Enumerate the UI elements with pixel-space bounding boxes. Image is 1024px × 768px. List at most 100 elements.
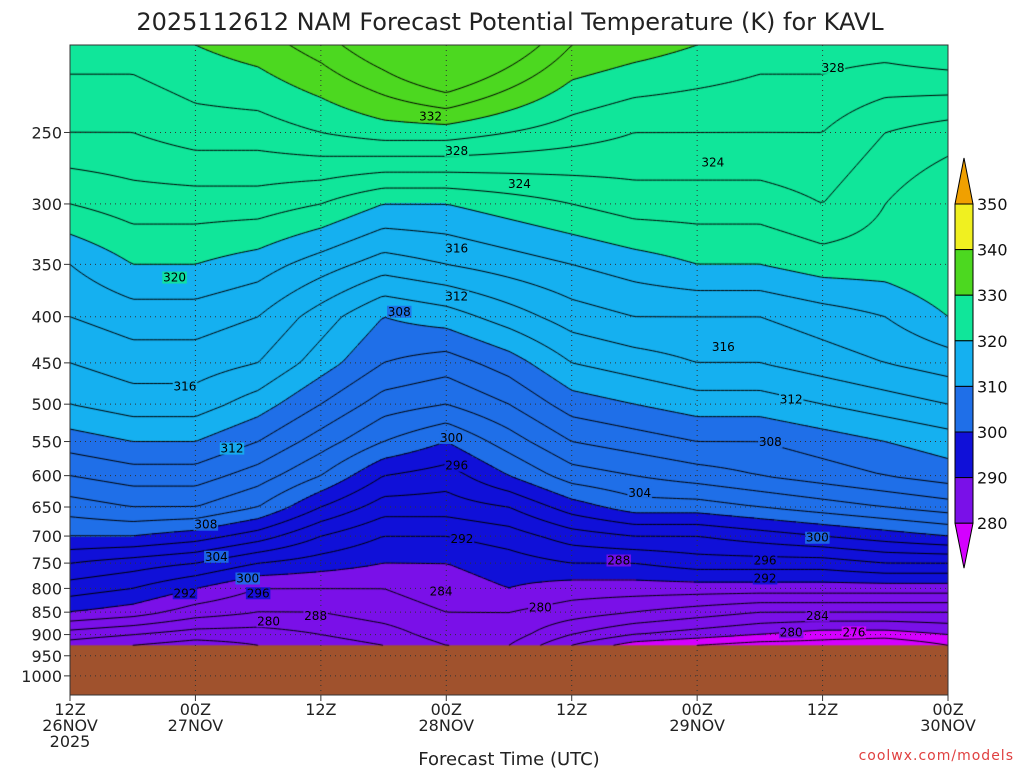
x-tick-label: 30NOV xyxy=(920,716,976,735)
contour-label: 292 xyxy=(451,532,474,546)
contour-label: 304 xyxy=(628,486,651,500)
contour-label: 316 xyxy=(445,241,468,255)
contour-label-bg xyxy=(418,110,443,123)
contour-label-bg xyxy=(162,271,187,284)
contour-label-bg xyxy=(428,585,454,598)
x-tick-label: 00Z xyxy=(431,700,462,719)
contour-label-bg xyxy=(444,242,469,255)
colorbar-label: 300 xyxy=(977,423,1008,442)
contour-label: 316 xyxy=(174,380,197,394)
x-tick-label: 26NOV xyxy=(42,716,98,735)
plot-frame xyxy=(69,44,949,696)
contour-label-bg xyxy=(193,518,219,531)
contour-label: 296 xyxy=(247,586,270,600)
contour-label: 332 xyxy=(419,109,442,123)
colorbar-swatch xyxy=(954,477,974,524)
contour-label: 288 xyxy=(607,553,630,567)
y-tick-label: 750 xyxy=(31,554,62,573)
colorbar-label: 340 xyxy=(977,241,1008,260)
contour-label: 308 xyxy=(194,518,217,532)
contour-label: 292 xyxy=(754,571,777,585)
contour-label-bg xyxy=(256,615,281,628)
contour-label: 280 xyxy=(780,625,803,639)
contour-label-bg xyxy=(387,305,412,318)
chart-title: 2025112612 NAM Forecast Potential Temper… xyxy=(136,8,884,36)
contour-label: 324 xyxy=(701,156,724,170)
colorbar-swatch xyxy=(954,294,974,342)
contour-label-bg xyxy=(778,626,804,639)
contour-label-bg xyxy=(700,156,726,169)
contour-label-bg xyxy=(841,626,867,639)
source-credit: coolwx.com/models xyxy=(859,748,1014,764)
contour-label: 284 xyxy=(430,584,453,598)
colorbar-swatch xyxy=(954,340,974,387)
contour-label: 276 xyxy=(842,625,865,639)
contour-label: 308 xyxy=(759,435,782,449)
x-tick-label: 12Z xyxy=(305,700,336,719)
x-axis-title: Forecast Time (UTC) xyxy=(418,749,599,768)
contour-label-bg xyxy=(245,587,271,600)
x-tick-label: 28NOV xyxy=(418,716,474,735)
y-tick-label: 700 xyxy=(31,527,62,546)
contour-label: 280 xyxy=(257,614,280,628)
contour-label: 316 xyxy=(712,340,735,354)
contour-label: 300 xyxy=(806,531,829,545)
contour-label-bg xyxy=(507,177,532,190)
y-tick-label: 300 xyxy=(31,195,62,214)
contour-label-bg xyxy=(606,554,631,567)
contour-label-bg xyxy=(758,436,783,449)
y-tick-label: 800 xyxy=(31,579,62,598)
colorbar: 350 340 330 320 310 300 290 280 xyxy=(954,157,1008,569)
contour-label-bg xyxy=(204,550,229,563)
x-tick-label: 2025 xyxy=(50,732,91,751)
colorbar-label: 350 xyxy=(977,195,1008,214)
contour-label: 280 xyxy=(529,601,552,615)
y-tick-label: 1000 xyxy=(21,667,62,686)
contour-label-bg xyxy=(172,380,198,393)
contour-label: 320 xyxy=(163,271,186,285)
contour-label-bg xyxy=(444,459,469,472)
contour-label-bg xyxy=(778,393,804,406)
plot-area: 328 332 328 324 324 316 312 308 320 316 316 312 312 3… xyxy=(70,45,948,695)
colorbar-swatch xyxy=(954,385,974,433)
y-tick-label: 850 xyxy=(31,603,62,622)
contour-label: 312 xyxy=(780,392,803,406)
colorbar-label: 290 xyxy=(977,469,1008,488)
contour-label: 300 xyxy=(440,431,463,445)
contour-label: 288 xyxy=(304,609,327,623)
y-tick-label: 250 xyxy=(31,123,62,142)
contour-label: 324 xyxy=(508,177,531,191)
colorbar-label: 310 xyxy=(977,377,1008,396)
y-tick-label: 900 xyxy=(31,626,62,645)
x-tick-label: 00Z xyxy=(932,700,963,719)
contour-label-bg xyxy=(439,431,464,444)
contour-label-bg xyxy=(444,144,469,157)
contour-label-bg xyxy=(235,572,260,585)
x-tick-label: 12Z xyxy=(556,700,587,719)
x-tick-label: 29NOV xyxy=(669,716,725,735)
y-tick-label: 500 xyxy=(31,395,62,414)
x-tick-label: 00Z xyxy=(681,700,712,719)
contour-label-bg xyxy=(528,601,553,614)
y-tick-label: 550 xyxy=(31,433,62,452)
contour-label-bg xyxy=(711,340,736,353)
colorbar-label: 320 xyxy=(977,332,1008,351)
colorbar-top-triangle xyxy=(954,157,974,205)
contour-label: 304 xyxy=(205,550,228,564)
contour-label: 312 xyxy=(221,442,244,456)
contour-label: 296 xyxy=(754,553,777,567)
x-tick-label: 27NOV xyxy=(168,716,224,735)
contour-label-bg xyxy=(303,609,328,622)
y-tick-label: 400 xyxy=(31,308,62,327)
contour-label-bg xyxy=(444,290,469,303)
y-tick-label: 950 xyxy=(31,647,62,666)
x-tick-label: 12Z xyxy=(807,700,838,719)
contour-label-bg xyxy=(172,587,198,600)
contour-label-bg xyxy=(820,61,846,74)
colorbar-swatch xyxy=(954,249,974,296)
y-tick-label: 650 xyxy=(31,498,62,517)
x-tick-label: 12Z xyxy=(54,700,85,719)
x-tick-label: 00Z xyxy=(180,700,211,719)
